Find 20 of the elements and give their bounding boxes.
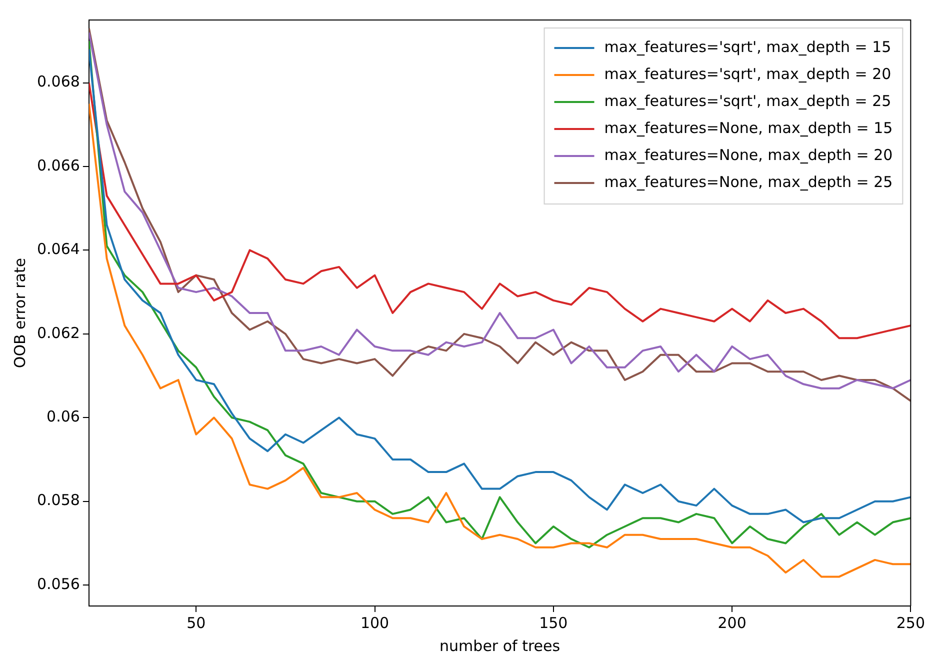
x-axis-title: number of trees	[440, 636, 560, 655]
legend-label: max_features='sqrt', max_depth = 20	[604, 64, 892, 83]
legend-label: max_features=None, max_depth = 20	[604, 146, 893, 164]
y-tick-label: 0.06	[46, 408, 80, 426]
x-tick-label: 100	[360, 614, 390, 632]
y-tick-label: 0.056	[36, 574, 80, 593]
y-tick-label: 0.062	[36, 324, 80, 342]
y-tick-label: 0.058	[36, 491, 80, 510]
y-axis-title: OOB error rate	[10, 258, 29, 368]
legend-label: max_features=None, max_depth = 25	[604, 172, 893, 191]
x-tick-label: 250	[896, 614, 926, 632]
y-tick-label: 0.064	[36, 240, 80, 258]
x-tick-label: 200	[718, 614, 746, 632]
x-tick-label: 150	[539, 614, 568, 632]
x-tick-label: 50	[186, 614, 206, 632]
y-tick-label: 0.068	[36, 72, 80, 91]
legend-label: max_features='sqrt', max_depth = 25	[604, 92, 892, 110]
y-tick-label: 0.066	[36, 156, 80, 174]
legend-label: max_features=None, max_depth = 15	[604, 118, 893, 137]
legend-label: max_features='sqrt', max_depth = 15	[604, 38, 892, 56]
